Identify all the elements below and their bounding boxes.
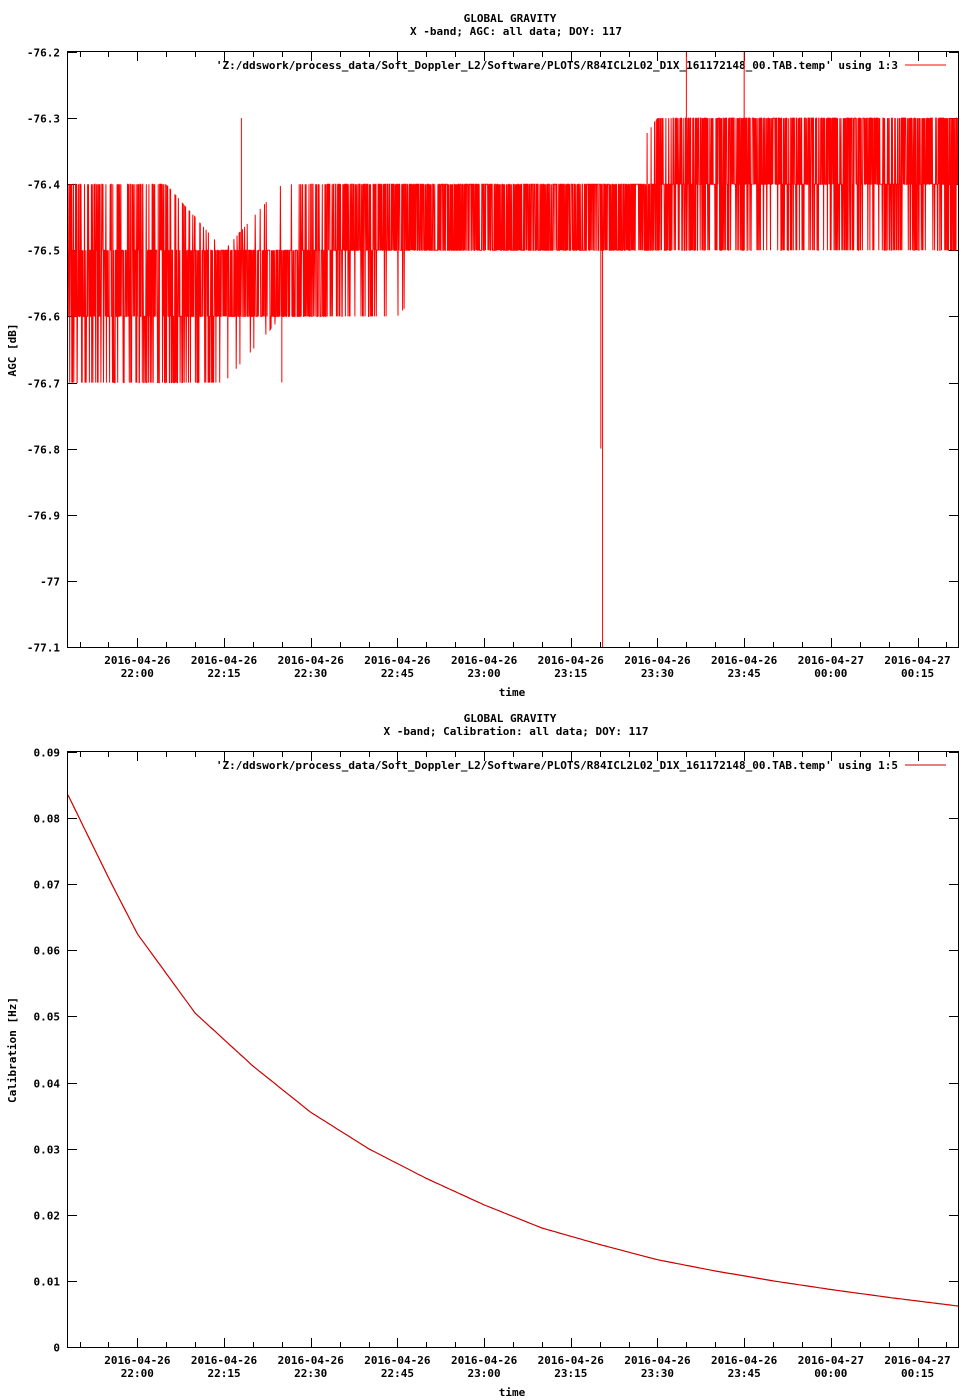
x-tick-label-time: 23:30 (641, 1367, 674, 1380)
y-tick-label: 0.09 (34, 747, 61, 760)
y-tick-label: 0.06 (34, 945, 61, 958)
x-tick-label-time: 22:45 (381, 1367, 414, 1380)
x-tick-label-date: 2016-04-26 (104, 1354, 171, 1367)
x-tick-label-date: 2016-04-27 (798, 1354, 864, 1367)
x-tick-label-time: 22:15 (207, 1367, 240, 1380)
y-tick-label: 0.07 (34, 879, 61, 892)
x-tick-label-date: 2016-04-26 (538, 654, 605, 667)
y-tick-label: -76.8 (27, 444, 60, 457)
x-tick-label-date: 2016-04-26 (624, 654, 691, 667)
x-tick-label-time: 22:15 (207, 667, 240, 680)
agc-chart-title: GLOBAL GRAVITY (464, 12, 557, 25)
calibration-x-axis-label: time (499, 1386, 526, 1399)
x-tick-label-time: 22:30 (294, 1367, 327, 1380)
x-tick-label-time: 23:45 (728, 1367, 761, 1380)
y-tick-label: -77 (40, 576, 60, 589)
agc-legend-label: 'Z:/ddswork/process_data/Soft_Doppler_L2… (216, 59, 898, 72)
y-tick-label: 0.08 (34, 813, 61, 826)
y-tick-label: -76.9 (27, 510, 60, 523)
x-tick-label-date: 2016-04-26 (711, 654, 778, 667)
calibration-legend-label: 'Z:/ddswork/process_data/Soft_Doppler_L2… (216, 759, 898, 772)
calibration-chart-subtitle: X -band; Calibration: all data; DOY: 117 (384, 725, 649, 738)
x-tick-label-time: 23:00 (468, 667, 501, 680)
x-tick-label-time: 22:45 (381, 667, 414, 680)
y-tick-label: -76.7 (27, 378, 60, 391)
x-tick-label-date: 2016-04-27 (884, 1354, 950, 1367)
calibration-chart: GLOBAL GRAVITY X -band; Calibration: all… (6, 712, 959, 1399)
x-tick-label-date: 2016-04-26 (451, 654, 518, 667)
x-tick-label-date: 2016-04-26 (364, 654, 431, 667)
calibration-series (67, 794, 959, 1307)
x-tick-label-date: 2016-04-26 (624, 1354, 691, 1367)
x-tick-label-date: 2016-04-27 (884, 654, 950, 667)
x-tick-label-date: 2016-04-26 (278, 654, 345, 667)
calibration-chart-title: GLOBAL GRAVITY (464, 712, 557, 725)
agc-x-axis-label: time (499, 686, 526, 699)
y-tick-label: -77.1 (27, 642, 60, 655)
y-tick-label: 0.04 (34, 1078, 61, 1091)
agc-chart: GLOBAL GRAVITY X -band; AGC: all data; D… (6, 12, 959, 699)
y-tick-label: 0.03 (34, 1144, 61, 1157)
y-tick-label: -76.6 (27, 311, 60, 324)
x-tick-label-date: 2016-04-26 (278, 1354, 345, 1367)
y-tick-label: 0 (53, 1342, 60, 1355)
x-tick-label-time: 23:45 (728, 667, 761, 680)
y-tick-label: 0.02 (34, 1210, 61, 1223)
x-tick-label-date: 2016-04-26 (104, 654, 171, 667)
y-tick-label: 0.05 (34, 1011, 61, 1024)
x-tick-label-date: 2016-04-26 (191, 654, 258, 667)
x-tick-label-date: 2016-04-26 (364, 1354, 431, 1367)
calibration-x-ticks: 2016-04-2622:002016-04-2622:152016-04-26… (80, 752, 951, 1380)
calibration-plot-frame (67, 751, 959, 1348)
y-tick-label: -76.2 (27, 47, 60, 60)
x-tick-label-time: 23:00 (468, 1367, 501, 1380)
x-tick-label-time: 00:15 (901, 1367, 934, 1380)
x-tick-label-time: 22:30 (294, 667, 327, 680)
agc-chart-subtitle: X -band; AGC: all data; DOY: 117 (410, 25, 622, 38)
calibration-series-line (67, 794, 959, 1307)
x-tick-label-time: 23:30 (641, 667, 674, 680)
x-tick-label-date: 2016-04-26 (451, 1354, 518, 1367)
x-tick-label-date: 2016-04-26 (711, 1354, 778, 1367)
x-tick-label-date: 2016-04-26 (191, 1354, 258, 1367)
x-tick-label-date: 2016-04-27 (798, 654, 864, 667)
x-tick-label-time: 00:00 (814, 667, 847, 680)
agc-x-ticks: 2016-04-2622:002016-04-2622:152016-04-26… (80, 52, 951, 680)
x-tick-label-time: 00:15 (901, 667, 934, 680)
x-tick-label-time: 22:00 (121, 667, 154, 680)
agc-series (67, 52, 959, 647)
calibration-y-axis-label: Calibration [Hz] (6, 997, 19, 1103)
x-tick-label-time: 23:15 (554, 667, 587, 680)
calibration-y-ticks: 0 0.01 0.02 0.03 0.04 0.05 0.06 0.07 0.08 0.09 (34, 747, 958, 1355)
y-tick-label: -76.3 (27, 113, 60, 126)
x-tick-label-time: 00:00 (814, 1367, 847, 1380)
agc-plot-frame (67, 51, 959, 648)
x-tick-label-date: 2016-04-26 (538, 1354, 605, 1367)
y-tick-label: 0.01 (34, 1276, 61, 1289)
agc-series-line (67, 117, 959, 384)
x-tick-label-time: 23:15 (554, 1367, 587, 1380)
agc-y-axis-label: AGC [dB] (6, 324, 19, 377)
x-tick-label-time: 22:00 (121, 1367, 154, 1380)
y-tick-label: -76.4 (27, 179, 60, 192)
y-tick-label: -76.5 (27, 245, 60, 258)
